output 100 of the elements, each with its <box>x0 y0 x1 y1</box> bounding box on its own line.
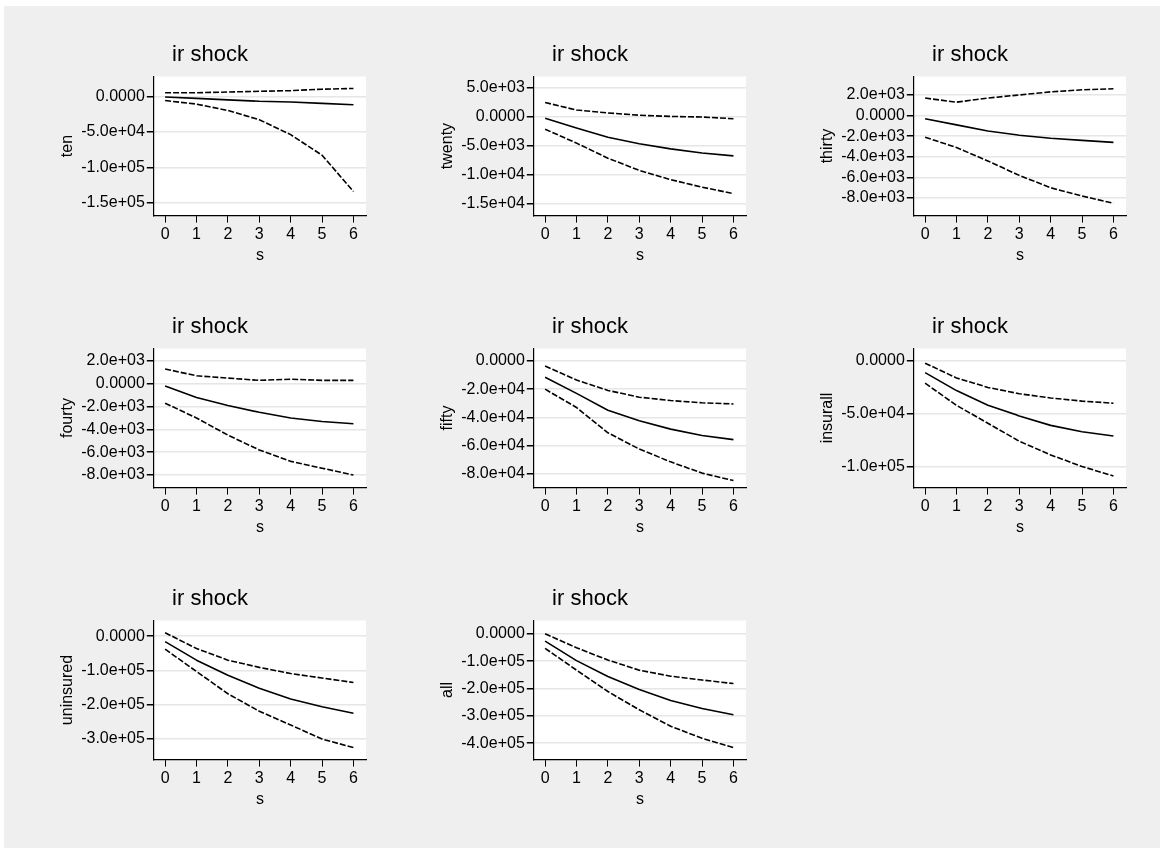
x-axis-title: s <box>635 517 644 535</box>
chart-title: ir shock <box>932 41 1009 67</box>
y-tick-label: -4.0e+03 <box>81 419 145 437</box>
x-axis-title: s <box>255 517 264 535</box>
y-tick-label: -1.0e+05 <box>81 660 145 678</box>
x-tick-label: 0 <box>160 768 170 786</box>
x-axis-title: s <box>1015 245 1024 263</box>
x-tick-label: 1 <box>572 768 582 786</box>
line-series <box>164 368 355 382</box>
chart-title: ir shock <box>932 313 1009 339</box>
x-tick-label: 6 <box>728 768 738 786</box>
x-tick-label: 5 <box>317 496 327 514</box>
x-tick-label: 4 <box>286 224 296 242</box>
x-tick-label: 5 <box>317 768 327 786</box>
y-tick-label: 0.0000 <box>95 626 145 644</box>
x-tick-label: 3 <box>634 768 644 786</box>
y-tick-label: -5.0e+04 <box>841 404 905 422</box>
y-tick-label: -1.0e+05 <box>841 456 905 474</box>
line-series <box>544 128 735 195</box>
y-tick-label: 0.0000 <box>855 351 905 369</box>
y-tick-label: -3.0e+05 <box>461 706 525 724</box>
x-tick-label: 5 <box>1077 496 1087 514</box>
x-tick-label: 3 <box>254 496 264 514</box>
x-tick-label: 5 <box>697 224 707 242</box>
x-tick-label: 3 <box>634 496 644 514</box>
x-tick-label: 3 <box>1014 224 1024 242</box>
x-tick-label: 1 <box>192 496 202 514</box>
x-tick-label: 1 <box>572 224 582 242</box>
line-series <box>164 648 355 749</box>
x-tick-label: 5 <box>1077 224 1087 242</box>
y-tick-label: -2.0e+05 <box>81 695 145 713</box>
line-series <box>544 101 735 120</box>
y-axis-title: fourty <box>58 397 76 439</box>
chart-title: ir shock <box>552 313 629 339</box>
x-axis-title: s <box>635 245 644 263</box>
line-series <box>924 87 1115 103</box>
y-tick-label: -6.0e+03 <box>81 442 145 460</box>
x-tick-label: 4 <box>286 768 296 786</box>
y-axis-title: thirty <box>818 128 836 164</box>
x-tick-label: 3 <box>634 224 644 242</box>
x-tick-label: 0 <box>540 224 550 242</box>
chart-title: ir shock <box>172 41 249 67</box>
x-tick-label: 4 <box>286 496 296 514</box>
y-tick-label: -2.0e+03 <box>81 397 145 414</box>
line-series <box>544 647 735 749</box>
x-axis-title: s <box>1015 517 1024 535</box>
y-tick-label: -1.0e+05 <box>461 651 525 669</box>
x-tick-label: 2 <box>223 224 233 242</box>
y-axis-title: fifty <box>438 405 456 431</box>
chart-title: ir shock <box>172 313 249 339</box>
line-series <box>924 136 1115 205</box>
y-tick-label: 2.0e+03 <box>846 85 905 103</box>
x-tick-label: 0 <box>160 496 170 514</box>
x-tick-label: 0 <box>540 768 550 786</box>
x-axis-title: s <box>635 789 644 807</box>
y-tick-label: 0.0000 <box>95 86 145 104</box>
x-tick-label: 2 <box>603 224 613 242</box>
y-tick-label: -4.0e+03 <box>841 147 905 165</box>
y-tick-label: -8.0e+03 <box>841 188 905 206</box>
x-tick-label: 2 <box>603 496 613 514</box>
y-tick-label: -8.0e+04 <box>461 463 525 481</box>
x-axis-title: s <box>255 245 264 263</box>
x-tick-label: 0 <box>160 224 170 242</box>
y-tick-label: 0.0000 <box>475 107 525 125</box>
y-tick-label: -2.0e+03 <box>841 126 905 144</box>
x-tick-label: 1 <box>572 496 582 514</box>
y-tick-label: -4.0e+05 <box>461 733 525 751</box>
y-tick-label: -8.0e+03 <box>81 465 145 483</box>
x-tick-label: 4 <box>1046 224 1056 242</box>
x-tick-label: 6 <box>348 768 358 786</box>
x-tick-label: 4 <box>666 224 676 242</box>
x-tick-label: 2 <box>983 224 993 242</box>
line-series <box>164 402 355 476</box>
y-tick-label: -3.0e+05 <box>81 729 145 747</box>
line-series <box>164 631 355 684</box>
x-tick-label: 4 <box>666 496 676 514</box>
x-tick-label: 6 <box>728 496 738 514</box>
x-tick-label: 1 <box>192 768 202 786</box>
x-tick-label: 2 <box>223 768 233 786</box>
line-series <box>544 633 735 685</box>
line-series <box>924 362 1115 405</box>
chart-title: ir shock <box>172 585 249 611</box>
y-tick-label: -5.0e+04 <box>81 122 145 140</box>
x-tick-label: 3 <box>254 768 264 786</box>
x-tick-label: 6 <box>348 224 358 242</box>
y-tick-label: 2.0e+03 <box>86 351 145 369</box>
x-tick-label: 3 <box>1014 496 1024 514</box>
y-tick-label: -4.0e+04 <box>461 407 525 425</box>
y-tick-label: -1.0e+05 <box>81 157 145 175</box>
x-tick-label: 6 <box>348 496 358 514</box>
y-axis-title: ten <box>58 134 76 158</box>
y-tick-label: -1.5e+04 <box>461 194 525 212</box>
y-tick-label: -1.5e+05 <box>81 193 145 211</box>
x-tick-label: 1 <box>952 224 962 242</box>
x-tick-label: 1 <box>192 224 202 242</box>
x-tick-label: 5 <box>317 224 327 242</box>
line-series <box>544 388 735 482</box>
y-tick-label: 0.0000 <box>475 624 525 642</box>
y-tick-label: 0.0000 <box>855 105 905 123</box>
x-tick-label: 5 <box>697 768 707 786</box>
